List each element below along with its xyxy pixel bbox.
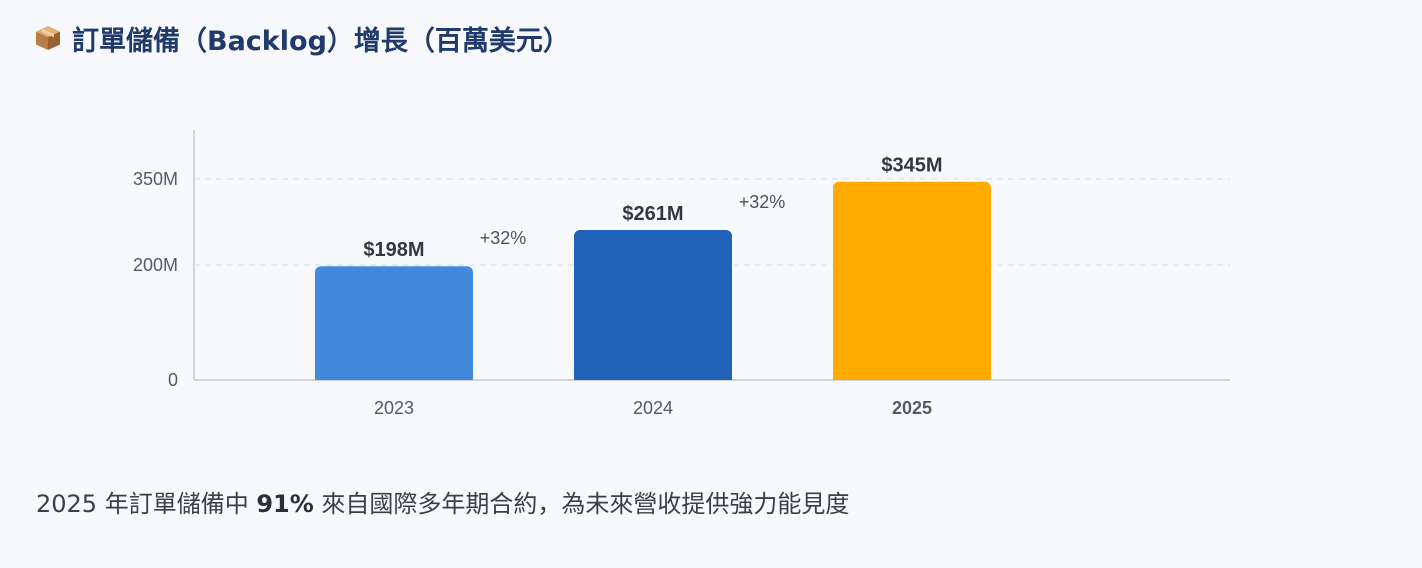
growth-label-2: +32% — [739, 192, 786, 212]
x-tick-label-2023: 2023 — [374, 398, 414, 418]
bar-base-2024 — [574, 374, 732, 380]
y-tick-label: 350M — [133, 169, 178, 189]
footnote-highlight: 91% — [256, 490, 314, 518]
x-tick-label-2025: 2025 — [892, 398, 932, 418]
bar-2025 — [833, 181, 991, 380]
value-label-2025: $345M — [881, 155, 942, 177]
y-tick-label: 200M — [133, 255, 178, 275]
bar-2024 — [574, 230, 732, 380]
footnote-prefix: 2025 年訂單儲備中 — [36, 490, 257, 518]
footnote: 2025 年訂單儲備中 91% 來自國際多年期合約，為未來營收提供強力能見度 — [36, 484, 849, 519]
bar-chart: 0 200M 350M $198M 2023 +32% $261M 2024 +32% $345M… — [133, 130, 1230, 418]
bar-2023 — [315, 266, 473, 380]
bar-base-2025 — [833, 374, 991, 380]
value-label-2024: $261M — [622, 203, 683, 225]
growth-label-1: +32% — [480, 228, 527, 248]
value-label-2023: $198M — [363, 239, 424, 261]
chart-title-text: 訂單儲備（Backlog）增長（百萬美元） — [72, 25, 570, 57]
package-box-icon — [36, 26, 60, 50]
y-tick-label: 0 — [168, 370, 178, 390]
x-tick-label-2024: 2024 — [633, 398, 673, 418]
footnote-suffix: 來自國際多年期合約，為未來營收提供強力能見度 — [313, 490, 850, 518]
bar-base-2023 — [315, 374, 473, 380]
chart-title: 訂單儲備（Backlog）增長（百萬美元） — [34, 18, 570, 58]
